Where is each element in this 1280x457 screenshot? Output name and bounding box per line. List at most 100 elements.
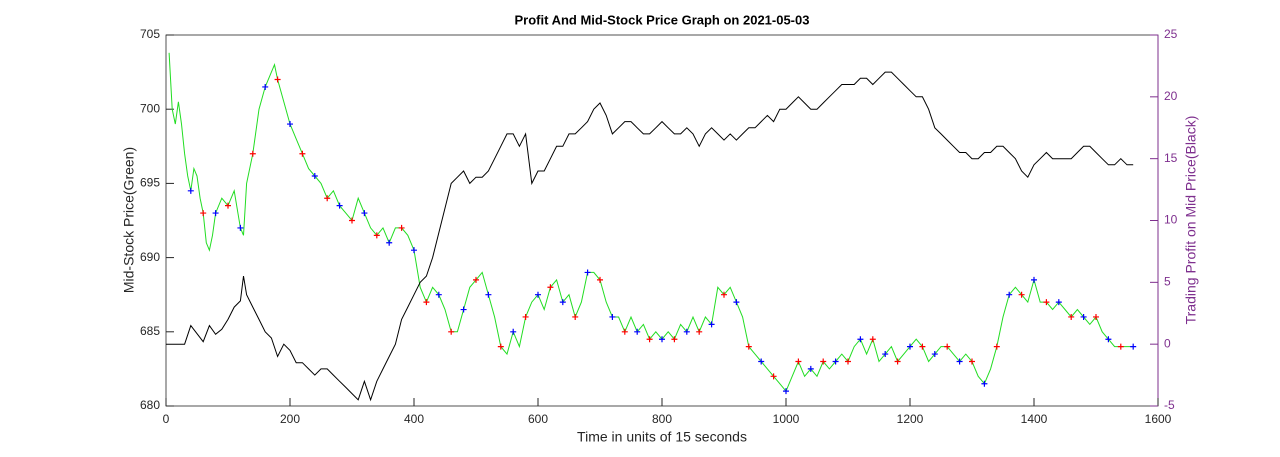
y-tick-label: 700	[140, 101, 160, 115]
trade-marker	[931, 351, 938, 358]
trade-marker	[497, 343, 504, 350]
trade-marker	[795, 358, 802, 365]
trade-marker	[857, 336, 864, 343]
x-tick-label: 1200	[897, 412, 924, 426]
plot-frame	[165, 34, 1159, 407]
trade-marker	[559, 299, 566, 306]
trade-marker	[1006, 291, 1013, 298]
trade-marker	[845, 358, 851, 365]
y2-tick-label: 25	[1164, 27, 1178, 41]
trade-marker	[907, 343, 913, 350]
y2-tick-label: 20	[1164, 89, 1178, 103]
x-tick-label: 200	[280, 412, 300, 426]
trade-marker	[299, 150, 306, 157]
trade-marker	[187, 187, 194, 194]
y2-tick-label: 0	[1164, 336, 1171, 350]
trade-marker	[708, 321, 715, 328]
trade-marker	[572, 313, 579, 320]
trade-marker	[1031, 276, 1037, 283]
y-tick-label: 685	[140, 324, 160, 338]
trade-marker	[621, 328, 628, 335]
trade-marker	[237, 224, 244, 231]
trade-marker	[894, 358, 901, 365]
trade-marker	[1043, 299, 1050, 306]
trade-marker	[919, 343, 926, 350]
chart-title: Profit And Mid-Stock Price Graph on 2021…	[515, 12, 810, 27]
trade-marker	[993, 343, 1000, 350]
trade-marker	[721, 291, 727, 298]
trade-marker	[311, 172, 318, 179]
x-tick-label: 0	[163, 412, 170, 426]
trade-marker	[634, 328, 641, 335]
trade-marker	[485, 291, 492, 298]
trade-marker	[1130, 343, 1137, 350]
trade-marker	[696, 328, 703, 335]
trade-marker	[423, 299, 430, 306]
y-tick-label: 695	[140, 176, 160, 190]
y-tick-label: 690	[140, 250, 160, 264]
trade-marker	[460, 306, 467, 313]
y2-tick-label: 10	[1164, 213, 1178, 227]
trade-marker	[1105, 336, 1112, 343]
trade-marker	[510, 328, 517, 335]
trade-marker	[448, 328, 455, 335]
trade-marker	[1055, 299, 1062, 306]
trade-marker	[373, 232, 380, 239]
trade-marker	[349, 217, 355, 224]
x-tick-label: 1600	[1145, 412, 1172, 426]
trade-marker	[361, 210, 368, 217]
trade-marker	[820, 358, 827, 365]
trade-marker	[535, 291, 541, 298]
y2-axis-label: Trading Profit on Mid Price(Black)	[1183, 116, 1199, 325]
trade-marker	[212, 210, 219, 217]
trade-marker	[386, 239, 393, 246]
trade-marker	[683, 328, 690, 335]
trade-marker	[758, 358, 765, 365]
trade-marker	[659, 336, 665, 343]
trade-marker	[249, 150, 256, 157]
trade-marker	[981, 380, 988, 387]
y-axis-label: Mid-Stock Price(Green)	[121, 147, 137, 293]
x-tick-label: 800	[652, 412, 672, 426]
trade-marker	[869, 336, 876, 343]
trade-marker	[832, 358, 839, 365]
x-tick-label: 1400	[1021, 412, 1048, 426]
series-line	[168, 52, 1134, 393]
trade-marker	[225, 202, 231, 209]
trade-marker	[1080, 313, 1087, 320]
trade-marker	[646, 336, 653, 343]
trade-marker	[944, 343, 951, 350]
series-line	[166, 71, 1134, 402]
trade-marker	[1093, 313, 1099, 320]
trade-marker	[473, 276, 479, 283]
trade-marker	[770, 373, 777, 380]
y2-tick-label: 5	[1164, 275, 1171, 289]
x-axis-label: Time in units of 15 seconds	[577, 429, 747, 445]
trade-marker	[597, 276, 603, 283]
trade-marker	[1068, 313, 1075, 320]
trade-marker	[287, 121, 293, 128]
trade-marker	[783, 388, 789, 395]
y-tick-label: 680	[140, 398, 160, 412]
trade-marker	[324, 195, 331, 202]
trade-marker	[398, 224, 405, 231]
trade-marker	[200, 210, 207, 217]
trade-marker	[547, 284, 554, 291]
trade-marker	[336, 202, 343, 209]
trade-marker	[671, 336, 678, 343]
trade-marker	[882, 351, 889, 358]
trade-marker	[956, 358, 963, 365]
y-tick-label: 705	[140, 27, 160, 41]
trade-marker	[262, 83, 269, 90]
trade-marker	[411, 247, 417, 254]
x-tick-label: 400	[404, 412, 424, 426]
x-tick-label: 600	[528, 412, 548, 426]
trade-marker	[745, 343, 752, 350]
trade-marker	[1018, 291, 1025, 298]
y2-tick-label: -5	[1164, 398, 1175, 412]
x-tick-label: 1000	[773, 412, 800, 426]
trade-marker	[609, 313, 616, 320]
trade-marker	[274, 76, 281, 83]
trade-marker	[1117, 343, 1124, 350]
